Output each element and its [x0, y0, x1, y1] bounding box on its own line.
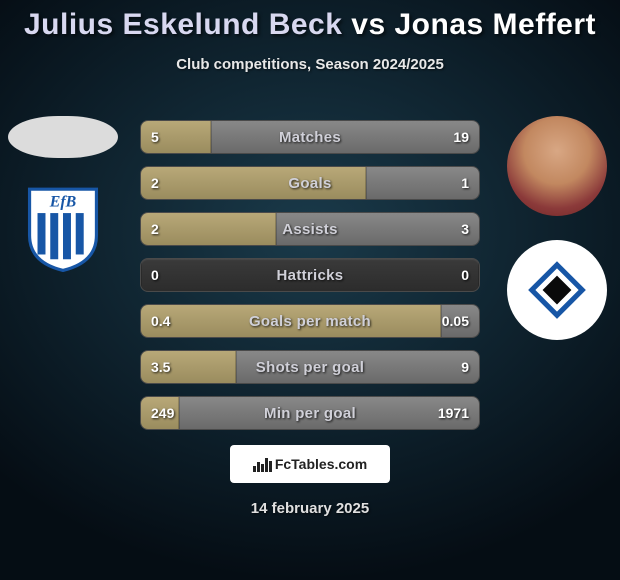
player1-avatar — [8, 116, 118, 158]
efb-shield-icon: EfB — [23, 186, 103, 272]
stat-row: 23Assists — [140, 212, 480, 246]
right-player-column — [502, 116, 612, 340]
brand-text: FcTables.com — [275, 456, 367, 472]
svg-text:EfB: EfB — [49, 194, 77, 211]
stat-label: Shots per goal — [141, 351, 479, 383]
player2-club-logo — [507, 240, 607, 340]
stat-label: Goals — [141, 167, 479, 199]
chart-icon — [253, 456, 271, 472]
subtitle: Club competitions, Season 2024/2025 — [0, 56, 620, 73]
player1-club-logo: EfB — [16, 182, 110, 276]
brand-badge[interactable]: FcTables.com — [230, 445, 390, 483]
stat-bars: 519Matches 21Goals 23Assists 00Hattricks 0.4… — [140, 120, 480, 430]
stat-row: 00Hattricks — [140, 258, 480, 292]
hsv-diamond-icon — [527, 260, 587, 320]
player1-name: Julius Eskelund Beck — [24, 8, 342, 41]
stat-row: 0.40.05Goals per match — [140, 304, 480, 338]
stat-row: 2491971Min per goal — [140, 396, 480, 430]
player2-name: Jonas Meffert — [394, 8, 596, 41]
player2-avatar — [507, 116, 607, 216]
stat-row: 21Goals — [140, 166, 480, 200]
stat-row: 3.59Shots per goal — [140, 350, 480, 384]
stat-label: Assists — [141, 213, 479, 245]
left-player-column: EfB — [8, 116, 118, 276]
stat-label: Goals per match — [141, 305, 479, 337]
page-title: Julius Eskelund Beck vs Jonas Meffert — [0, 0, 620, 42]
stat-label: Min per goal — [141, 397, 479, 429]
stat-row: 519Matches — [140, 120, 480, 154]
vs-label: vs — [351, 8, 385, 41]
stat-label: Matches — [141, 121, 479, 153]
footer-date: 14 february 2025 — [0, 500, 620, 517]
stat-label: Hattricks — [141, 259, 479, 291]
